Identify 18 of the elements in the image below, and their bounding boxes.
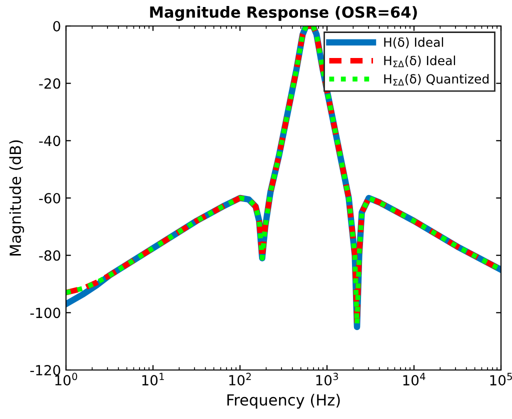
legend-label: H$_{ΣΔ}$(δ) Ideal (384, 56, 456, 68)
x-axis-title: Frequency (Hz) (227, 394, 340, 409)
legend-label: H$_{ΣΔ}$(δ) Quantized (384, 74, 489, 86)
y-tick-label: -40 (39, 136, 60, 146)
x-tick-label: 10$^{1}$ (142, 372, 164, 386)
chart-title: Magnitude Response (OSR=64) (150, 6, 417, 21)
y-tick-label: -20 (39, 78, 60, 89)
y-tick-label: -100 (30, 308, 60, 318)
y-tick-label: -80 (39, 250, 60, 261)
y-axis-title: Magnitude (dB) (9, 140, 24, 256)
legend-label: H(δ) Ideal (384, 37, 444, 48)
x-tick-label: 10$^{3}$ (316, 372, 338, 386)
y-tick-label: -120 (30, 364, 60, 376)
y-tick-label: -60 (39, 192, 60, 204)
x-tick-label: 10$^{5}$ (490, 372, 512, 386)
x-tick-label: 10$^{4}$ (403, 372, 426, 386)
y-tick-label: 0 (53, 20, 60, 32)
x-tick-label: 10$^{2}$ (229, 372, 251, 386)
